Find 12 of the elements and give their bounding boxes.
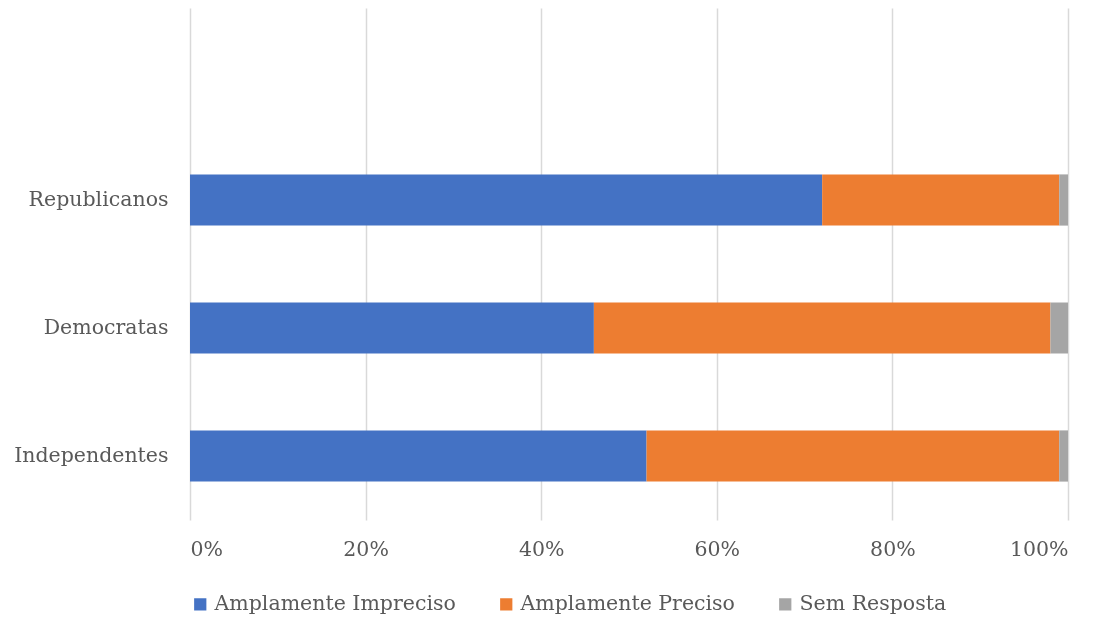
y-tick-label: Democratas [43, 315, 169, 339]
x-tick-label: 40% [518, 536, 565, 561]
x-tick-label: 0% [190, 536, 224, 561]
legend-label: Amplamente Preciso [519, 591, 735, 616]
y-tick-label: Independentes [14, 443, 169, 467]
legend-label: Sem Resposta [799, 591, 947, 616]
x-tick-label: 20% [343, 536, 389, 561]
y-tick-label: Republicanos [28, 187, 169, 211]
x-tick-label: 60% [694, 536, 741, 561]
x-tick-label: 100% [1009, 536, 1069, 561]
x-tick-label: 80% [870, 536, 916, 561]
legend-label: Amplamente Impreciso [213, 591, 456, 616]
